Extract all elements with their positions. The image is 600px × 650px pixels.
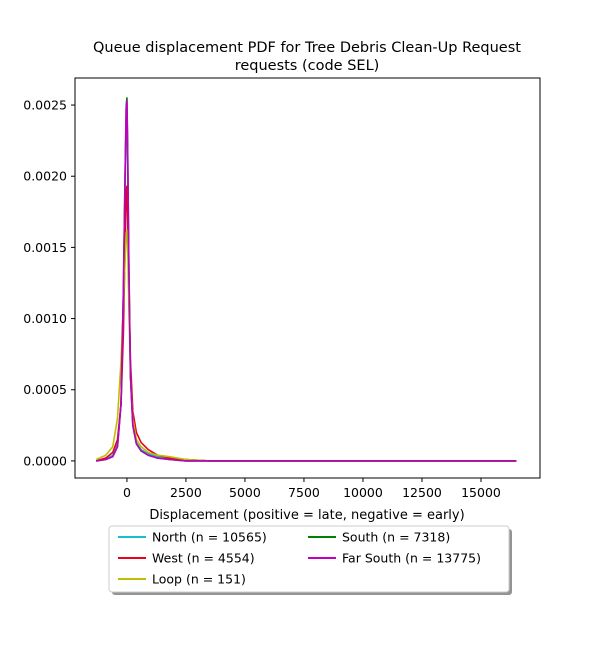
y-axis: 0.0000 0.0005 0.0010 0.0015 0.0020 0.0025 bbox=[23, 98, 75, 468]
y-tick-label: 0.0000 bbox=[23, 453, 67, 468]
x-tick-label: 12500 bbox=[402, 485, 442, 500]
y-tick-label: 0.0025 bbox=[23, 98, 67, 113]
x-tick-label: 7500 bbox=[288, 485, 320, 500]
x-tick-label: 2500 bbox=[170, 485, 202, 500]
y-tick-label: 0.0020 bbox=[23, 169, 67, 184]
x-tick-label: 10000 bbox=[343, 485, 383, 500]
legend-label: North (n = 10565) bbox=[152, 530, 267, 545]
chart-title-line-2: requests (code SEL) bbox=[235, 58, 380, 74]
y-tick-label: 0.0015 bbox=[23, 240, 67, 255]
y-tick-label: 0.0010 bbox=[23, 311, 67, 326]
legend-label: South (n = 7318) bbox=[342, 530, 450, 545]
x-tick-label: 0 bbox=[123, 485, 131, 500]
legend-label: Far South (n = 13775) bbox=[342, 551, 481, 566]
chart-title-line-1: Queue displacement PDF for Tree Debris C… bbox=[93, 40, 521, 56]
legend: North (n = 10565) West (n = 4554) Loop (n … bbox=[108, 525, 512, 595]
legend-label: West (n = 4554) bbox=[152, 551, 255, 566]
x-axis: 0 2500 5000 7500 10000 12500 15000 bbox=[123, 478, 501, 500]
series-layer bbox=[95, 97, 517, 462]
series-line-4 bbox=[96, 99, 517, 462]
legend-label: Loop (n = 151) bbox=[152, 572, 246, 587]
x-tick-label: 5000 bbox=[229, 485, 261, 500]
plot-area bbox=[75, 78, 540, 478]
x-tick-label: 15000 bbox=[461, 485, 501, 500]
y-tick-label: 0.0005 bbox=[23, 382, 67, 397]
x-axis-label: Displacement (positive = late, negative … bbox=[149, 508, 464, 523]
plot-frame bbox=[74, 77, 541, 479]
